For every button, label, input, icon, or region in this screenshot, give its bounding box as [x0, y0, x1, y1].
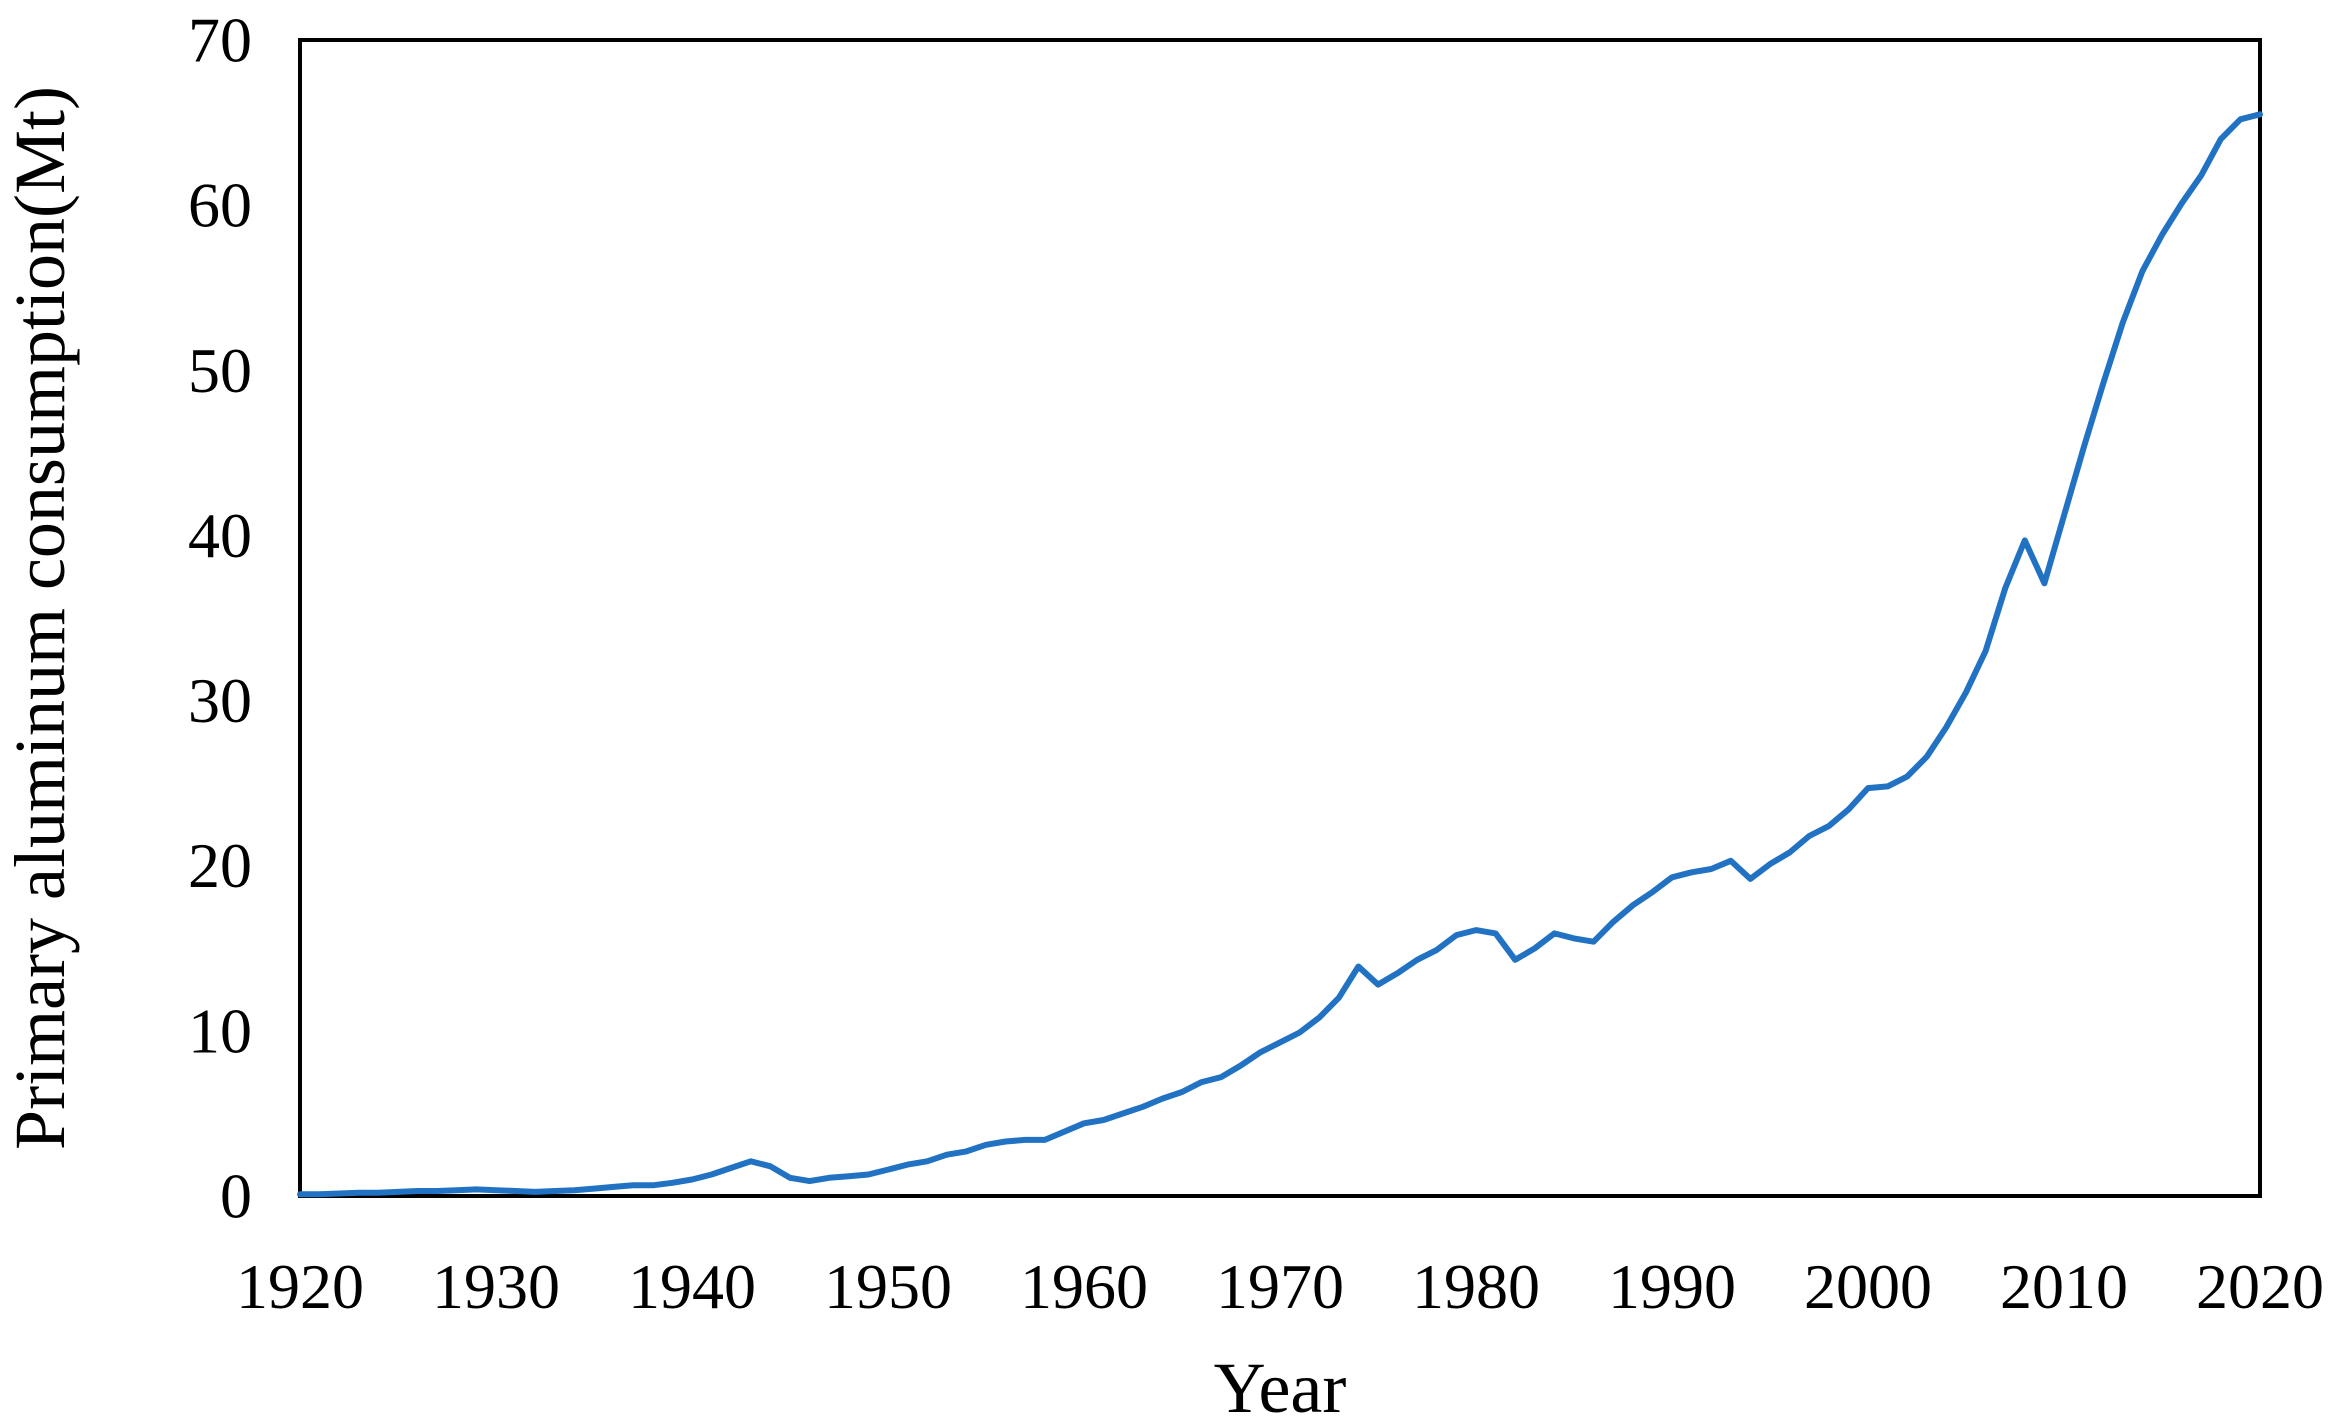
consumption-line-series — [297, 111, 2263, 1198]
x-tick-label: 1920 — [236, 1251, 364, 1322]
x-tick-label: 1990 — [1608, 1251, 1736, 1322]
y-tick-label: 10 — [188, 995, 252, 1066]
x-tick-label: 1980 — [1412, 1251, 1540, 1322]
y-tick-label: 40 — [188, 500, 252, 571]
x-tick-label: 1950 — [824, 1251, 952, 1322]
x-tick-label: 1930 — [432, 1251, 560, 1322]
x-tick-label: 2020 — [2196, 1251, 2324, 1322]
x-axis-title: Year — [1214, 1348, 1347, 1428]
x-tick-label: 1940 — [628, 1251, 756, 1322]
x-tick-label: 1970 — [1216, 1251, 1344, 1322]
x-tick-label: 2000 — [1804, 1251, 1932, 1322]
y-tick-label: 50 — [188, 335, 252, 406]
y-tick-label: 70 — [188, 5, 252, 76]
y-tick-label: 30 — [188, 665, 252, 736]
y-tick-label: 20 — [188, 830, 252, 901]
plot-area-border — [298, 38, 2262, 1198]
y-tick-label: 0 — [220, 1161, 252, 1232]
x-tick-label: 1960 — [1020, 1251, 1148, 1322]
y-axis-title: Primary aluminum consumption(Mt) — [0, 86, 80, 1150]
y-tick-label: 60 — [188, 170, 252, 241]
y-axis-tick-labels: 0 10 20 30 40 50 60 70 — [188, 5, 252, 1232]
x-tick-label: 2010 — [2000, 1251, 2128, 1322]
x-axis-tick-labels: 1920 1930 1940 1950 1960 1970 1980 1990 2000 2010… — [236, 1251, 2324, 1322]
